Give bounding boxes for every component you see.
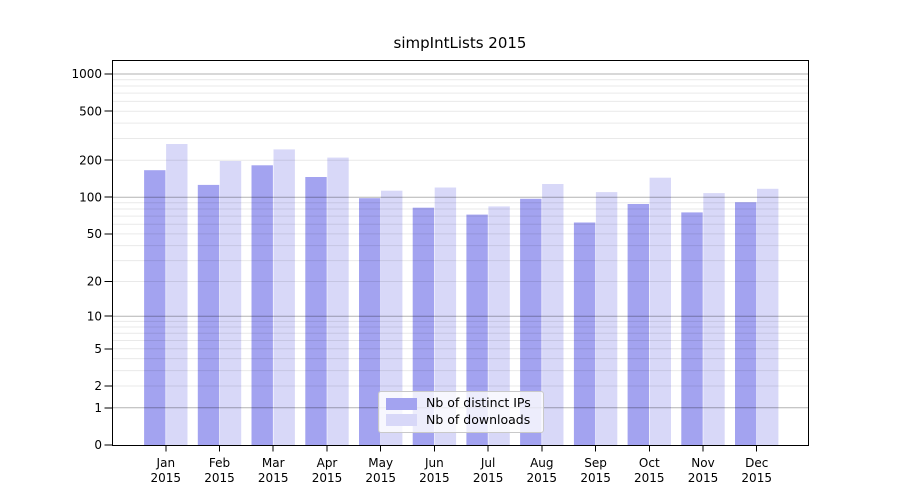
- bar-distinct-ips-apr: [305, 177, 327, 445]
- bar-downloads-mar: [273, 149, 295, 445]
- bar-downloads-jun: [434, 187, 457, 445]
- bar-distinct-ips-jul: [466, 214, 488, 445]
- y-tick-label: 200: [79, 153, 102, 167]
- legend: Nb of distinct IPs Nb of downloads: [378, 391, 544, 433]
- bar-distinct-ips-may: [359, 198, 381, 445]
- bar-distinct-ips-dec: [735, 202, 757, 445]
- x-tick-label-month: Sep: [584, 456, 607, 470]
- legend-item-distinct-ips: Nb of distinct IPs: [386, 396, 537, 412]
- legend-swatch-downloads: [386, 414, 417, 427]
- legend-swatch-distinct-ips: [386, 397, 417, 410]
- bar-distinct-ips-jan: [144, 170, 166, 445]
- x-tick-label-month: Aug: [530, 456, 553, 470]
- bar-downloads-may: [381, 190, 403, 445]
- x-tick-label-month: Jun: [424, 456, 444, 470]
- bar-downloads-jul: [488, 206, 510, 445]
- bar-downloads-feb: [219, 161, 242, 445]
- y-tick-label: 1000: [71, 67, 102, 81]
- x-tick-label-year: 2015: [312, 471, 343, 485]
- bar-distinct-ips-sep: [573, 222, 596, 445]
- x-tick-label-month: Jul: [480, 456, 495, 470]
- x-tick-label-year: 2015: [741, 471, 772, 485]
- x-tick-label-year: 2015: [580, 471, 611, 485]
- x-tick-label-month: Dec: [745, 456, 768, 470]
- bar-downloads-aug: [542, 184, 564, 445]
- chart-title: simpIntLists 2015: [393, 34, 527, 52]
- y-tick-label: 5: [94, 342, 102, 356]
- x-tick-label-year: 2015: [365, 471, 396, 485]
- plot-border: [112, 60, 809, 446]
- x-tick-label-year: 2015: [527, 471, 558, 485]
- y-tick-label: 2: [94, 379, 102, 393]
- y-tick-label: 100: [79, 190, 102, 204]
- bar-downloads-apr: [327, 157, 349, 445]
- bar-distinct-ips-aug: [520, 198, 542, 445]
- x-tick-label-year: 2015: [204, 471, 235, 485]
- legend-item-downloads: Nb of downloads: [386, 412, 537, 428]
- y-tick-label: 0: [94, 438, 102, 452]
- x-tick-label-month: May: [368, 456, 393, 470]
- bar-downloads-jan: [166, 144, 188, 445]
- bar-downloads-dec: [757, 188, 779, 446]
- x-tick-label-month: Apr: [317, 456, 338, 470]
- bar-distinct-ips-nov: [681, 212, 703, 445]
- bar-downloads-oct: [649, 177, 671, 445]
- x-tick-label-year: 2015: [419, 471, 450, 485]
- bar-downloads-sep: [595, 192, 618, 445]
- y-tick-label: 500: [79, 104, 102, 118]
- x-tick-label-month: Feb: [209, 456, 230, 470]
- x-tick-label-month: Mar: [262, 456, 285, 470]
- x-tick-label-year: 2015: [473, 471, 504, 485]
- bar-distinct-ips-mar: [251, 165, 273, 446]
- x-tick-label-month: Nov: [691, 456, 714, 470]
- legend-label-distinct-ips: Nb of distinct IPs: [426, 395, 531, 411]
- bar-downloads-nov: [703, 193, 725, 445]
- legend-label-downloads: Nb of downloads: [426, 412, 531, 428]
- y-tick-label: 1: [94, 401, 102, 415]
- bar-distinct-ips-feb: [197, 184, 220, 445]
- y-tick-label: 10: [87, 309, 102, 323]
- bar-distinct-ips-oct: [627, 204, 649, 445]
- y-tick-label: 20: [87, 275, 102, 289]
- x-tick-label-year: 2015: [258, 471, 289, 485]
- x-tick-label-year: 2015: [151, 471, 182, 485]
- bar-distinct-ips-jun: [412, 207, 435, 445]
- x-tick-label-year: 2015: [634, 471, 665, 485]
- y-tick-label: 50: [87, 227, 102, 241]
- x-tick-label-month: Oct: [639, 456, 660, 470]
- x-tick-label-year: 2015: [688, 471, 719, 485]
- x-tick-label-month: Jan: [156, 456, 176, 470]
